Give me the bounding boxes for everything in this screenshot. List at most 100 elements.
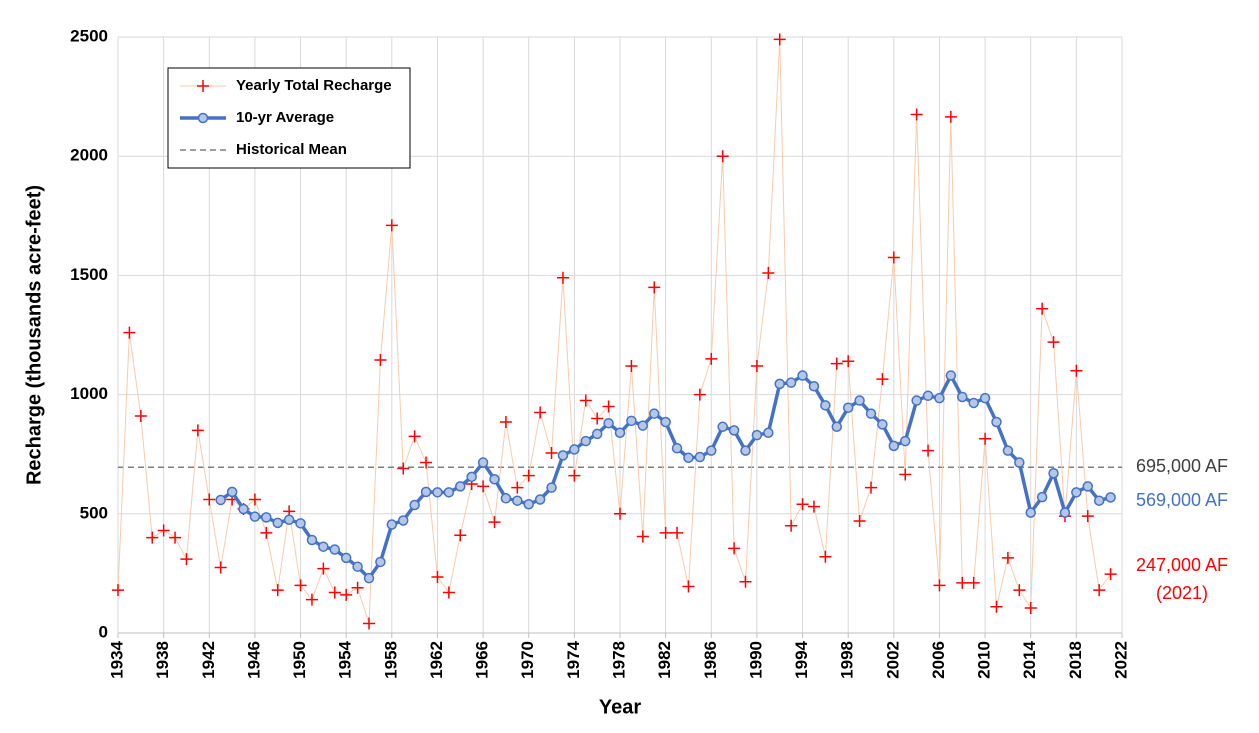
recharge-marker	[522, 469, 535, 482]
average-marker	[922, 390, 934, 402]
recharge-marker	[807, 500, 820, 513]
recharge-marker	[865, 481, 877, 494]
x-tick-label: 1954	[336, 640, 355, 678]
average-marker	[466, 471, 477, 483]
average-marker	[443, 487, 455, 498]
recharge-marker	[739, 575, 752, 588]
average-marker	[694, 451, 706, 463]
recharge-marker	[979, 432, 992, 445]
average-marker	[340, 552, 352, 564]
recharge-marker	[625, 359, 638, 372]
recharge-marker	[1047, 336, 1060, 349]
recharge-marker	[191, 424, 204, 437]
average-marker	[934, 392, 945, 404]
y-tick-label: 1500	[70, 265, 108, 284]
recharge-marker	[716, 150, 729, 163]
x-tick-label: 1966	[473, 641, 492, 679]
recharge-marker	[363, 617, 375, 630]
y-tick-label: 2500	[70, 26, 108, 45]
recharge-marker	[1024, 601, 1037, 614]
recharge-marker	[1013, 584, 1026, 597]
recharge-marker	[899, 468, 912, 481]
average-marker	[1093, 495, 1105, 506]
average-marker	[842, 402, 854, 413]
average-marker	[626, 415, 637, 427]
average-marker	[386, 519, 398, 530]
recharge-marker	[853, 514, 866, 527]
x-tick-label: 2022	[1111, 641, 1130, 679]
average-marker	[808, 381, 820, 392]
recharge-marker	[887, 251, 900, 264]
average-marker	[569, 444, 580, 455]
average-marker	[272, 517, 283, 529]
recharge-marker	[944, 110, 957, 123]
recharge-marker	[682, 580, 695, 593]
x-tick-label: 1986	[701, 641, 720, 679]
average-marker	[409, 499, 420, 511]
recharge-marker	[112, 584, 124, 597]
legend-marker	[197, 112, 209, 124]
x-tick-label: 1934	[107, 640, 126, 678]
recharge-marker	[374, 354, 387, 367]
average-marker	[660, 416, 671, 428]
average-marker	[1048, 468, 1059, 479]
average-marker	[751, 429, 763, 441]
average-marker	[238, 503, 249, 515]
recharge-marker	[305, 593, 318, 606]
average-marker	[500, 493, 512, 504]
average-marker	[706, 445, 717, 456]
average-marker	[637, 420, 649, 431]
recharge-marker	[1093, 584, 1106, 597]
average-marker	[774, 378, 785, 390]
recharge-marker	[134, 410, 147, 423]
recharge-marker	[420, 456, 433, 469]
recharge-marker	[648, 281, 661, 294]
recharge-marker	[499, 416, 512, 429]
recharge-marker	[385, 219, 398, 232]
recharge-marker	[340, 588, 353, 601]
average-marker	[226, 486, 238, 498]
average-marker	[683, 452, 694, 464]
average-marker	[603, 417, 614, 429]
y-axis-label: Recharge (thousands acre-feet)	[23, 185, 45, 485]
x-tick-label: 2010	[975, 641, 994, 679]
average-marker	[911, 395, 922, 406]
average-marker	[1036, 491, 1048, 503]
average-marker	[820, 400, 831, 411]
recharge-marker	[203, 493, 216, 506]
recharge-marker	[146, 531, 159, 544]
average-marker	[580, 435, 592, 447]
recharge-marker	[454, 529, 467, 542]
legend-label: Yearly Total Recharge	[236, 77, 392, 94]
x-tick-label: 1950	[290, 641, 309, 679]
average-marker	[1059, 507, 1071, 518]
average-marker	[363, 572, 375, 584]
recharge-marker	[933, 579, 946, 592]
average-marker	[546, 482, 557, 493]
average-marker	[740, 445, 751, 456]
average-marker	[352, 561, 363, 572]
recharge-marker	[773, 33, 786, 46]
recharge-marker	[579, 394, 592, 407]
recharge-marker	[328, 586, 341, 599]
recharge-marker	[1104, 568, 1117, 581]
average-marker	[375, 556, 386, 568]
average-marker	[1014, 457, 1025, 468]
average-marker	[512, 495, 523, 506]
x-tick-label: 2006	[929, 641, 948, 679]
recharge-marker	[431, 570, 444, 583]
recharge-marker	[693, 388, 706, 401]
average-marker	[1071, 487, 1082, 498]
recharge-marker	[967, 576, 980, 589]
recharge-marker	[614, 507, 626, 520]
x-tick-label: 1970	[518, 641, 537, 679]
recharge-marker	[705, 352, 718, 365]
annotation: 569,000 AF	[1136, 490, 1228, 510]
average-marker	[945, 370, 957, 381]
average-marker	[261, 512, 272, 523]
average-marker	[295, 518, 306, 529]
x-tick-label: 1998	[838, 641, 857, 679]
average-marker	[283, 514, 295, 526]
recharge-marker	[157, 524, 170, 537]
